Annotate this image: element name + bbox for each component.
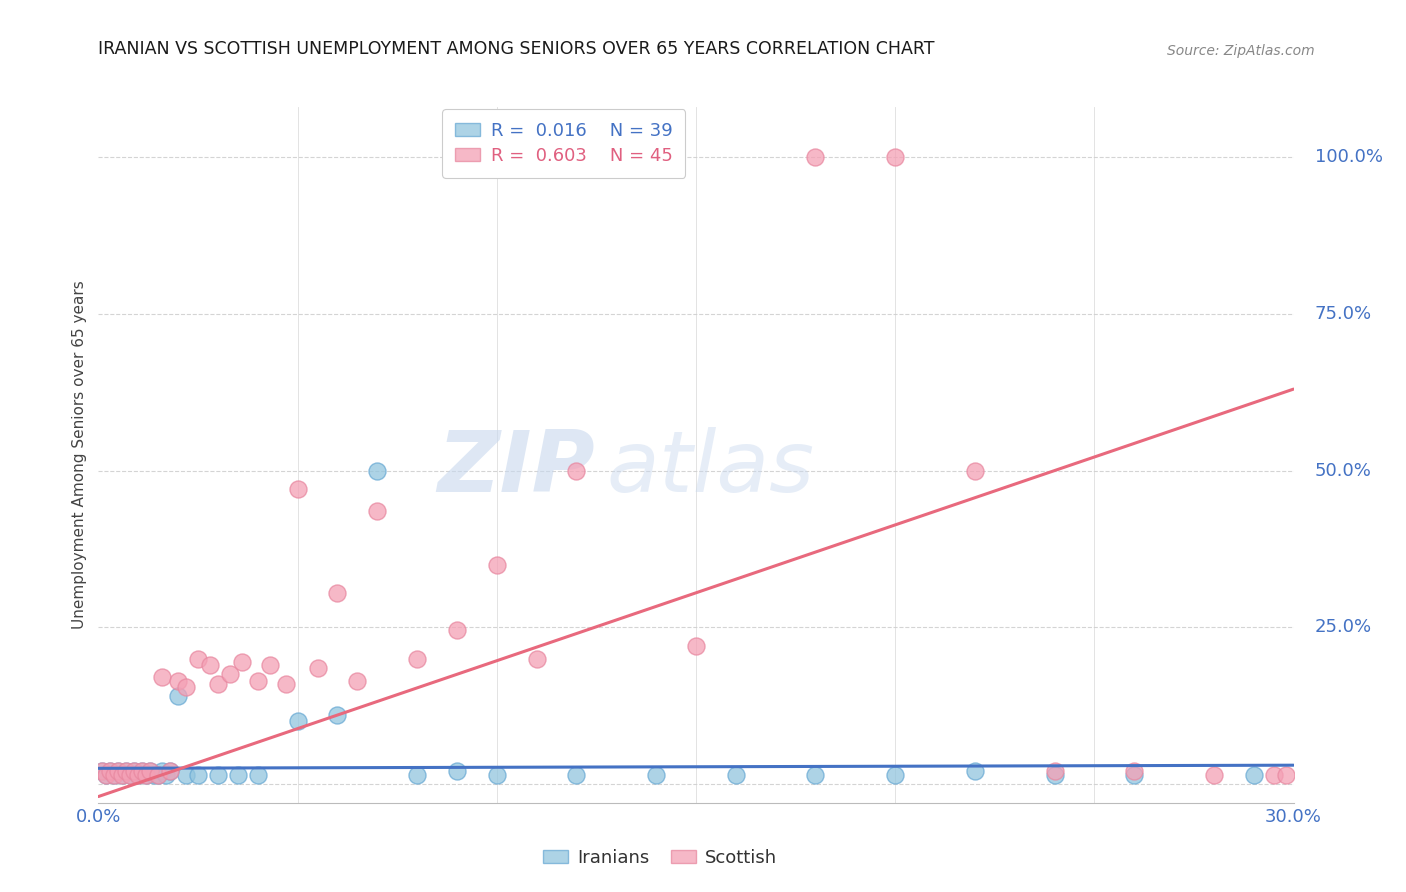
Point — [150, 764, 173, 779]
Point — [143, 767, 166, 781]
Point — [226, 767, 249, 781]
Y-axis label: Unemployment Among Seniors over 65 years: Unemployment Among Seniors over 65 years — [72, 281, 87, 629]
Point — [127, 767, 149, 781]
Point — [159, 764, 181, 779]
Point — [187, 651, 209, 665]
Point — [259, 657, 281, 672]
Point — [884, 767, 907, 781]
Point — [219, 667, 242, 681]
Point — [1043, 764, 1066, 779]
Text: atlas: atlas — [606, 427, 814, 510]
Point — [96, 767, 118, 781]
Point — [1123, 767, 1146, 781]
Point — [287, 714, 309, 729]
Point — [645, 767, 668, 781]
Point — [1274, 767, 1296, 781]
Point — [148, 767, 170, 781]
Point — [485, 767, 508, 781]
Point — [111, 767, 134, 781]
Text: IRANIAN VS SCOTTISH UNEMPLOYMENT AMONG SENIORS OVER 65 YEARS CORRELATION CHART: IRANIAN VS SCOTTISH UNEMPLOYMENT AMONG S… — [98, 40, 935, 58]
Point — [207, 676, 229, 690]
Point — [98, 764, 122, 779]
Point — [804, 767, 827, 781]
Point — [111, 767, 134, 781]
Point — [274, 676, 297, 690]
Text: 75.0%: 75.0% — [1315, 305, 1372, 323]
Point — [366, 464, 388, 478]
Point — [346, 673, 368, 688]
Point — [1243, 767, 1265, 781]
Point — [159, 764, 181, 779]
Point — [406, 651, 429, 665]
Point — [167, 690, 190, 704]
Legend: Iranians, Scottish: Iranians, Scottish — [536, 841, 785, 874]
Point — [485, 558, 508, 572]
Point — [1202, 767, 1225, 781]
Point — [446, 764, 468, 779]
Point — [326, 708, 349, 723]
Point — [1123, 764, 1146, 779]
Point — [565, 767, 588, 781]
Point — [120, 767, 142, 781]
Point — [135, 767, 157, 781]
Point — [135, 767, 157, 781]
Point — [174, 767, 197, 781]
Point — [246, 767, 269, 781]
Point — [98, 764, 122, 779]
Text: 50.0%: 50.0% — [1315, 461, 1371, 480]
Point — [150, 670, 173, 684]
Point — [207, 767, 229, 781]
Point — [107, 764, 129, 779]
Point — [1263, 767, 1285, 781]
Point — [884, 150, 907, 164]
Point — [174, 680, 197, 694]
Point — [167, 673, 190, 688]
Point — [565, 464, 588, 478]
Point — [107, 764, 129, 779]
Point — [103, 767, 125, 781]
Point — [91, 764, 114, 779]
Point — [804, 150, 827, 164]
Point — [155, 767, 177, 781]
Point — [115, 764, 138, 779]
Point — [526, 651, 548, 665]
Point — [124, 764, 146, 779]
Point — [231, 655, 253, 669]
Point — [326, 586, 349, 600]
Point — [148, 767, 170, 781]
Point — [103, 767, 125, 781]
Point — [139, 764, 162, 779]
Point — [120, 767, 142, 781]
Point — [198, 657, 221, 672]
Text: 25.0%: 25.0% — [1315, 618, 1372, 636]
Point — [307, 661, 329, 675]
Point — [131, 764, 153, 779]
Text: ZIP: ZIP — [437, 427, 595, 510]
Point — [187, 767, 209, 781]
Point — [139, 764, 162, 779]
Point — [96, 767, 118, 781]
Point — [406, 767, 429, 781]
Point — [131, 764, 153, 779]
Point — [366, 504, 388, 518]
Point — [115, 764, 138, 779]
Point — [446, 624, 468, 638]
Text: Source: ZipAtlas.com: Source: ZipAtlas.com — [1167, 44, 1315, 58]
Point — [127, 767, 149, 781]
Point — [963, 764, 986, 779]
Point — [246, 673, 269, 688]
Point — [287, 483, 309, 497]
Point — [724, 767, 747, 781]
Point — [963, 464, 986, 478]
Text: 100.0%: 100.0% — [1315, 148, 1382, 166]
Point — [685, 639, 707, 653]
Point — [1043, 767, 1066, 781]
Point — [124, 764, 146, 779]
Point — [91, 764, 114, 779]
